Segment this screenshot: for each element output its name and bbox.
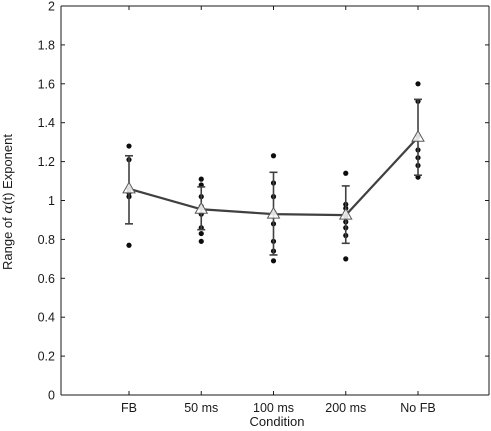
y-tick-label: 1.4	[38, 116, 55, 130]
plot-axes	[60, 5, 490, 396]
data-series	[122, 81, 425, 264]
x-tick-label: 100 ms	[253, 401, 294, 415]
individual-point	[198, 176, 204, 182]
individual-point	[343, 256, 349, 262]
individual-point	[415, 81, 421, 87]
y-tick-label: 1.2	[38, 155, 55, 169]
mean-marker	[122, 181, 136, 194]
y-tick-label: 0.4	[38, 311, 55, 325]
individual-point	[126, 242, 132, 248]
individual-point	[198, 238, 204, 244]
y-tick-label: 0.6	[38, 272, 55, 286]
y-tick-label: 2	[48, 0, 55, 14]
mean-marker	[266, 206, 281, 219]
individual-point	[343, 170, 349, 176]
y-tick-label: 0.8	[38, 233, 55, 247]
x-tick-label: No FB	[400, 401, 435, 415]
y-axis-label-suffix: (t) Exponent	[0, 134, 15, 205]
y-tick-label: 0	[48, 389, 55, 403]
y-tick-label: 1	[48, 194, 55, 208]
y-axis-label: Range of α(t) Exponent	[0, 134, 16, 270]
y-tick-label: 1.8	[38, 38, 55, 52]
individual-point	[270, 258, 277, 264]
x-ticks: FB 50 ms 100 ms 200 ms No FB	[121, 6, 436, 415]
y-tick-label: 0.2	[38, 350, 55, 364]
y-ticks: 0 0.2 0.4 0.6 0.8 1 1.2 1.4 1.6 1.8 2	[38, 0, 489, 403]
x-tick-label: 50 ms	[184, 401, 218, 415]
mean-marker	[338, 207, 353, 220]
mean-marker	[194, 201, 209, 214]
individual-point	[126, 143, 132, 149]
alpha-symbol: α	[1, 205, 16, 214]
y-axis-label-prefix: Range of	[0, 214, 15, 270]
y-tick-label: 1.6	[38, 77, 55, 91]
mean-marker	[411, 129, 425, 142]
individual-point	[270, 153, 277, 159]
x-tick-label: FB	[121, 401, 137, 415]
x-tick-label: 200 ms	[325, 401, 366, 415]
individual-point	[198, 230, 204, 237]
x-axis-label: Condition	[250, 414, 305, 429]
